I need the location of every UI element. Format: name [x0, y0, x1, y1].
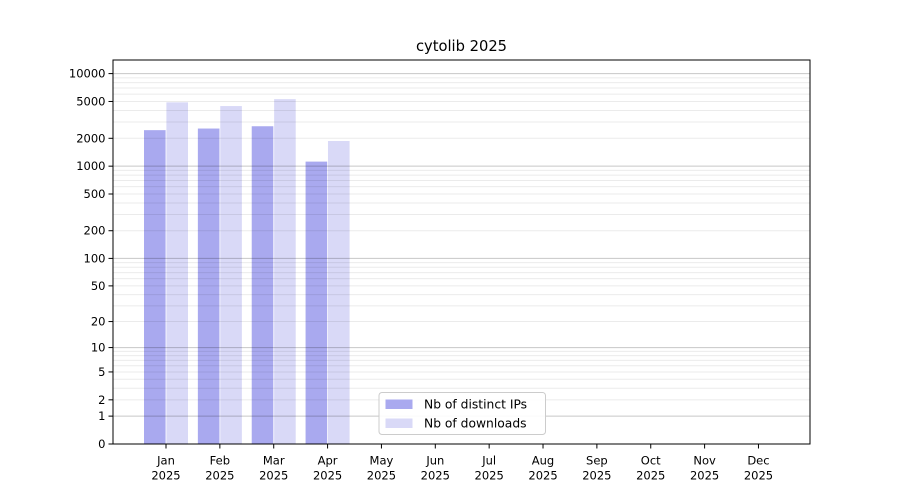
y-tick-label: 5000	[76, 94, 105, 108]
y-tick-label: 500	[84, 187, 106, 201]
y-tick-label: 10	[91, 341, 106, 355]
x-tick-label-month: Jun	[425, 454, 444, 468]
y-tick-label: 10000	[69, 67, 106, 81]
y-tick-label: 100	[84, 251, 106, 265]
y-tick-label: 2	[98, 393, 105, 407]
x-tick-label-year: 2025	[636, 469, 665, 483]
chart-title: cytolib 2025	[416, 38, 507, 55]
x-tick-label-month: Sep	[586, 454, 608, 468]
y-tick-label: 50	[91, 279, 106, 293]
y-tick-label: 1	[98, 409, 105, 423]
y-tick-label: 0	[98, 437, 105, 451]
x-tick-label-year: 2025	[421, 469, 450, 483]
x-tick-label-year: 2025	[475, 469, 504, 483]
x-tick-label-year: 2025	[367, 469, 396, 483]
x-tick-label-month: Oct	[641, 454, 661, 468]
y-tick-label: 1000	[76, 159, 105, 173]
legend-label-distinct-ips: Nb of distinct IPs	[424, 398, 527, 412]
legend-swatch-distinct-ips	[385, 399, 413, 409]
bar-distinct-ips	[305, 161, 328, 445]
bar-downloads	[274, 99, 296, 445]
x-tick-label-year: 2025	[528, 469, 557, 483]
x-tick-label-month: Mar	[263, 454, 285, 468]
y-tick-label: 2000	[76, 131, 105, 145]
x-tick-label-year: 2025	[205, 469, 234, 483]
x-tick-label-year: 2025	[313, 469, 342, 483]
x-tick-label-month: Jul	[481, 454, 496, 468]
y-tick-label: 200	[84, 224, 106, 238]
x-tick-label-month: Dec	[747, 454, 769, 468]
bar-downloads	[166, 102, 188, 445]
y-tick-label: 20	[91, 315, 106, 329]
bar-distinct-ips	[251, 126, 274, 445]
x-tick-label-year: 2025	[259, 469, 288, 483]
legend-box	[378, 392, 546, 435]
x-tick-label-year: 2025	[151, 469, 180, 483]
bar-downloads	[327, 141, 350, 444]
x-tick-label-year: 2025	[690, 469, 719, 483]
legend: Nb of distinct IPs Nb of downloads	[378, 392, 546, 435]
x-tick-label-month: May	[370, 454, 394, 468]
x-tick-label-year: 2025	[744, 469, 773, 483]
x-tick-label-month: Apr	[318, 454, 338, 468]
x-tick-label-month: Jan	[156, 454, 175, 468]
y-tick-label: 5	[98, 365, 105, 379]
x-tick-label-month: Nov	[693, 454, 716, 468]
plot-area: 012510205010020050010002000500010000Jan2…	[69, 59, 811, 483]
legend-swatch-downloads	[385, 418, 413, 428]
x-tick-label-month: Feb	[210, 454, 230, 468]
x-tick-label-month: Aug	[532, 454, 554, 468]
plot-border	[112, 59, 811, 445]
bar-downloads	[220, 106, 242, 444]
bar-distinct-ips	[144, 130, 166, 444]
bar-distinct-ips	[197, 128, 220, 445]
legend-label-downloads: Nb of downloads	[424, 417, 527, 431]
x-tick-label-year: 2025	[582, 469, 611, 483]
